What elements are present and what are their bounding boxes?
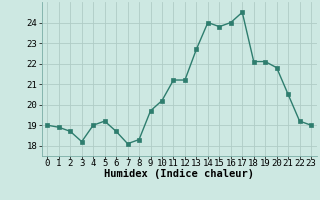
X-axis label: Humidex (Indice chaleur): Humidex (Indice chaleur): [104, 169, 254, 179]
